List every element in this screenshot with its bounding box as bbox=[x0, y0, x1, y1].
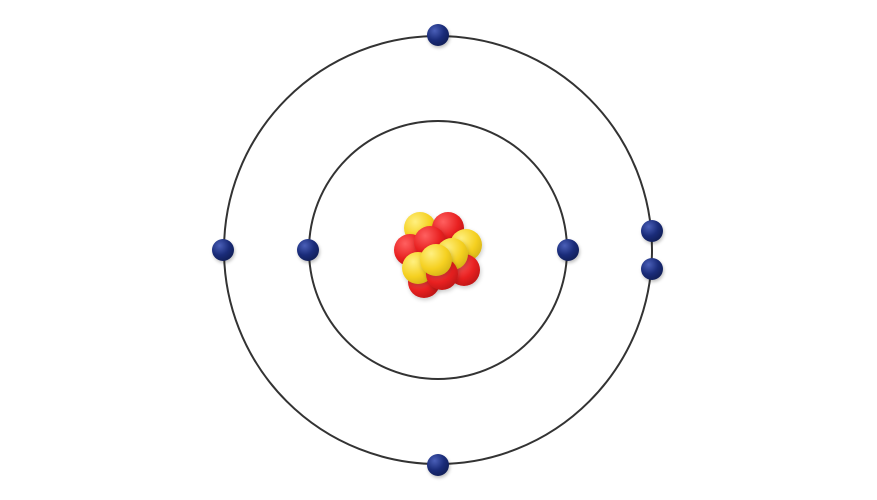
electron bbox=[212, 239, 234, 261]
neutron bbox=[420, 244, 452, 276]
electron bbox=[297, 239, 319, 261]
electron bbox=[641, 258, 663, 280]
electron bbox=[427, 24, 449, 46]
electron bbox=[427, 454, 449, 476]
electron bbox=[641, 220, 663, 242]
electron bbox=[557, 239, 579, 261]
